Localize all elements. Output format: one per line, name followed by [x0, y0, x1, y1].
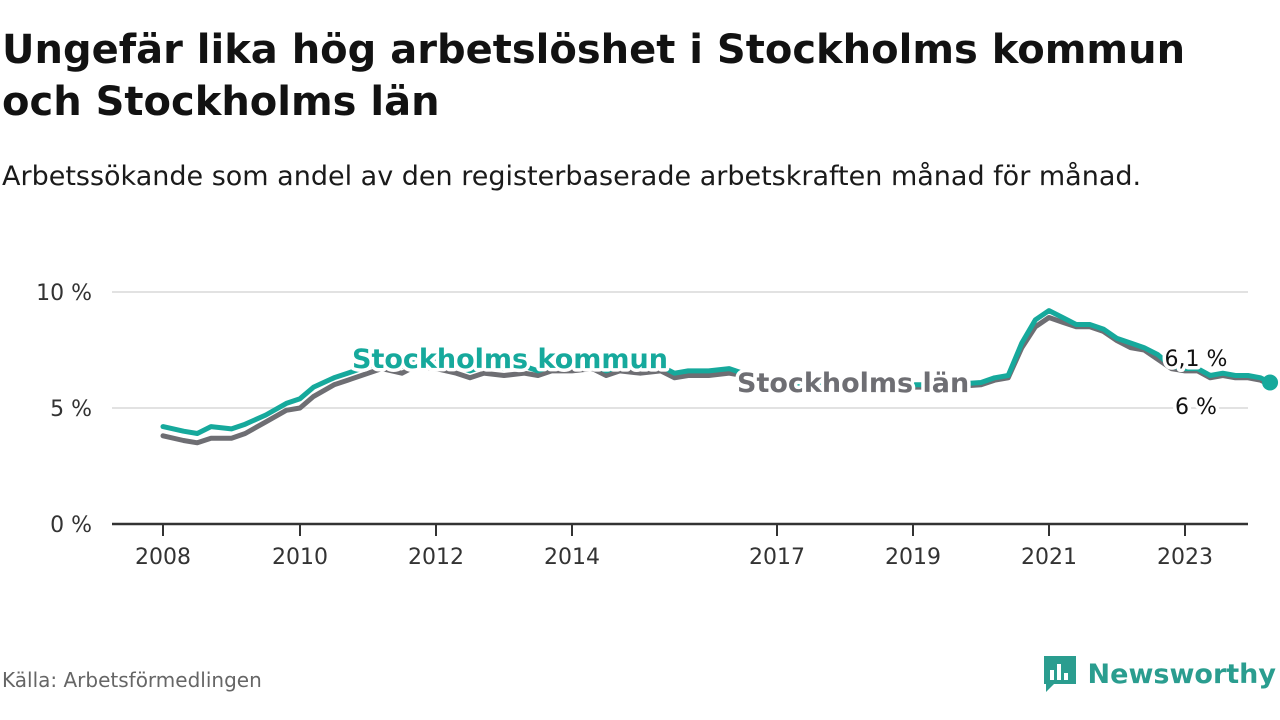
- y-tick-label: 10 %: [36, 281, 92, 306]
- series-line-stockholms-kommun: [160, 308, 1273, 436]
- series-line-stockholms-lan: [160, 315, 1273, 446]
- x-axis: 2008 2010 2012 2014 2017 2019 2021 2023: [112, 522, 1248, 570]
- x-tick-label: 2010: [272, 545, 328, 570]
- end-value-label-lan: 6 %: [1175, 395, 1217, 420]
- brand-logo: Newsworthy: [1042, 652, 1276, 696]
- y-tick-label: 0 %: [50, 513, 92, 538]
- chart-title: Ungefär lika hög arbetslöshet i Stockhol…: [2, 27, 1186, 125]
- brand-name: Newsworthy: [1087, 658, 1276, 690]
- series-label-stockholms-kommun: Stockholms kommun: [352, 344, 668, 375]
- end-value-label-kommun: 6,1 %: [1165, 347, 1228, 372]
- series-lines: [160, 308, 1279, 446]
- newsworthy-logo-icon: [1043, 656, 1076, 692]
- chart-subtitle: Arbetssökande som andel av den registerb…: [2, 161, 1142, 192]
- gridlines: [112, 291, 1248, 409]
- series-label-stockholms-lan: Stockholms län: [737, 368, 969, 399]
- x-tick-label: 2019: [885, 545, 941, 570]
- source-note: Källa: Arbetsförmedlingen: [2, 668, 262, 692]
- y-tick-label: 5 %: [50, 397, 92, 422]
- y-axis: 0 % 5 % 10 %: [36, 281, 92, 538]
- line-chart: 0 %5 %10 % 2008 2010 2012 2014 2017 2019 2021 2…: [36, 281, 1279, 570]
- end-point-marker: [1262, 374, 1279, 391]
- x-tick-label: 2021: [1021, 545, 1077, 570]
- x-tick-label: 2008: [135, 545, 191, 570]
- series-labels: Stockholms kommun Stockholms län 6,1 % 6 %: [349, 341, 1231, 424]
- x-tick-label: 2023: [1157, 545, 1213, 570]
- x-tick-label: 2012: [408, 545, 464, 570]
- x-tick-label: 2017: [749, 545, 805, 570]
- x-tick-label: 2014: [544, 545, 600, 570]
